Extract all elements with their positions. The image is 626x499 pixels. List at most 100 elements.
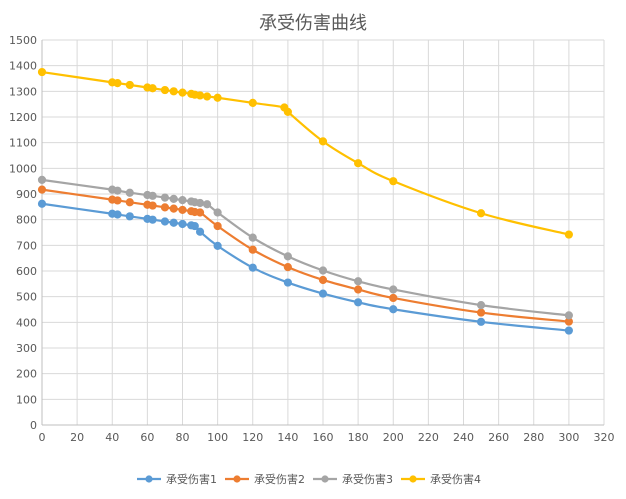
- data-point: [564, 230, 573, 239]
- data-point: [213, 221, 222, 231]
- series-3: [37, 175, 573, 320]
- data-point: [178, 196, 187, 205]
- data-point: [178, 219, 187, 229]
- data-point: [476, 209, 486, 218]
- data-point: [37, 175, 47, 184]
- legend-label: 承受伤害4: [430, 472, 481, 486]
- data-point: [248, 98, 257, 107]
- data-point: [148, 201, 157, 210]
- legend-marker: [145, 475, 153, 483]
- series-line: [41, 202, 569, 332]
- data-point: [318, 275, 328, 285]
- y-tick-label: 200: [16, 368, 37, 381]
- data-point: [354, 298, 363, 307]
- data-point: [113, 186, 122, 195]
- data-point: [37, 199, 47, 208]
- data-point: [389, 293, 398, 303]
- data-point: [564, 311, 573, 320]
- x-tick-label: 300: [558, 431, 579, 444]
- data-point: [476, 308, 486, 317]
- y-tick-label: 900: [16, 188, 37, 201]
- data-point: [354, 277, 363, 286]
- series-1: [37, 199, 573, 335]
- data-point: [125, 198, 134, 207]
- x-tick-label: 160: [313, 431, 334, 444]
- data-point: [248, 263, 257, 272]
- axes: 0100200300400500600700800900100011001200…: [9, 34, 615, 444]
- x-tick-label: 180: [348, 431, 369, 444]
- data-point: [476, 301, 486, 310]
- data-point: [248, 245, 257, 254]
- data-point: [213, 208, 222, 217]
- legend-label: 承受伤害2: [254, 472, 305, 486]
- y-tick-label: 700: [16, 239, 37, 252]
- data-point: [318, 137, 328, 146]
- data-point: [283, 252, 292, 261]
- y-tick-label: 1000: [9, 162, 37, 175]
- data-point: [169, 194, 178, 203]
- data-point: [354, 159, 363, 168]
- data-point: [160, 85, 170, 95]
- series-layer: [37, 67, 573, 335]
- data-point: [169, 87, 178, 96]
- data-point: [37, 185, 47, 194]
- data-point: [564, 326, 573, 335]
- series-2: [37, 185, 573, 326]
- data-point: [283, 263, 292, 272]
- data-point: [125, 188, 134, 197]
- y-tick-label: 1100: [9, 137, 37, 150]
- x-tick-label: 60: [140, 431, 154, 444]
- series-line: [41, 188, 569, 323]
- data-point: [113, 196, 122, 205]
- data-point: [476, 317, 486, 326]
- x-tick-label: 40: [105, 431, 119, 444]
- data-point: [389, 177, 398, 186]
- legend-item-2: 承受伤害2: [225, 472, 305, 486]
- legend-item-3: 承受伤害3: [313, 472, 393, 486]
- data-point: [125, 212, 134, 221]
- legend-marker: [233, 475, 241, 483]
- y-tick-label: 600: [16, 265, 37, 278]
- x-tick-label: 220: [418, 431, 439, 444]
- data-point: [160, 193, 170, 202]
- data-point: [202, 200, 212, 209]
- legend-item-4: 承受伤害4: [401, 472, 481, 486]
- data-point: [178, 205, 187, 215]
- data-point: [389, 305, 398, 314]
- legend-label: 承受伤害1: [166, 472, 217, 486]
- data-point: [178, 88, 187, 97]
- data-point: [318, 266, 328, 275]
- data-point: [213, 93, 222, 102]
- y-tick-label: 1300: [9, 85, 37, 98]
- legend-item-1: 承受伤害1: [137, 472, 217, 486]
- data-point: [125, 80, 134, 90]
- legend: 承受伤害1 承受伤害2 承受伤害3 承受伤害4: [137, 472, 481, 486]
- y-tick-label: 400: [16, 316, 37, 329]
- legend-label: 承受伤害3: [342, 472, 393, 486]
- y-tick-label: 1400: [9, 60, 37, 73]
- x-tick-label: 320: [594, 431, 615, 444]
- data-point: [113, 79, 122, 88]
- series-line: [41, 70, 570, 236]
- data-point: [169, 218, 178, 227]
- y-tick-label: 1200: [9, 111, 37, 124]
- y-tick-label: 500: [16, 291, 37, 304]
- y-tick-label: 100: [16, 393, 37, 406]
- data-point: [160, 203, 170, 212]
- x-tick-label: 100: [207, 431, 228, 444]
- data-point: [148, 84, 157, 93]
- data-point: [202, 92, 212, 101]
- series-4: [37, 67, 573, 239]
- y-tick-label: 300: [16, 342, 37, 355]
- x-tick-label: 120: [242, 431, 263, 444]
- data-point: [318, 289, 328, 298]
- y-tick-label: 0: [30, 419, 37, 432]
- data-point: [113, 210, 122, 219]
- x-tick-label: 20: [70, 431, 84, 444]
- data-point: [160, 217, 170, 226]
- data-point: [283, 107, 292, 116]
- x-tick-label: 200: [383, 431, 404, 444]
- data-point: [283, 278, 292, 287]
- data-point: [37, 67, 47, 77]
